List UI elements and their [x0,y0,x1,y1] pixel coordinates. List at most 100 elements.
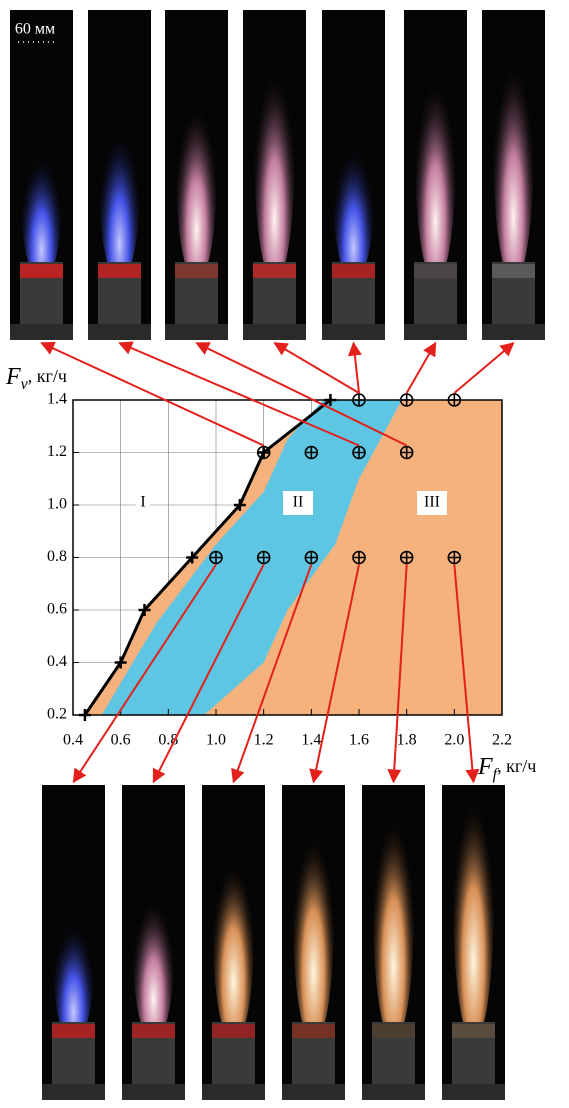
photo [10,10,73,340]
boundary-marker [138,604,151,616]
arrow [387,564,408,784]
region-label: II [293,494,304,511]
boundary-marker [324,394,337,406]
arrow [72,563,217,784]
region-label: I [140,494,145,511]
y-tick-label: 0.6 [47,601,67,618]
arrow [453,342,515,394]
photo [442,772,505,1100]
burner-base [202,1084,265,1100]
y-tick-label: 1.0 [47,496,67,513]
photo [202,785,265,1100]
flame [213,842,254,1042]
burner-base [322,324,385,340]
plot: 0.4 0.6 0.8 1.0 1.2 1.4 1.6 1.8 2.0 2.20.20.40.60… [5,364,536,783]
test-point [209,550,223,565]
axis-symbol: F [477,754,493,780]
photo [362,785,425,1100]
x-tick-label: 2.2 [492,732,512,749]
flame [254,32,295,282]
x-tick-label: 1.2 [254,732,274,749]
test-point [304,445,319,460]
burner-base [442,1084,505,1100]
burner-base [404,324,467,340]
photo [88,10,151,340]
burner-glow [452,1024,495,1038]
photo [482,10,545,340]
burner-base [10,324,73,340]
burner-base [165,324,228,340]
test-point [352,550,366,565]
burner-glow [52,1024,95,1038]
burner-base [282,1084,345,1100]
flame [133,872,174,1042]
flame [373,792,414,1042]
test-point [352,445,366,460]
arrow [40,341,265,447]
axis-unit: , кг/ч [497,756,536,776]
burner-glow [132,1024,175,1038]
photo [243,10,306,340]
y-tick-label: 1.2 [47,443,67,460]
region-label-box [283,491,313,515]
test-point [399,393,414,407]
arrow [231,564,313,784]
burner-base [362,1084,425,1100]
test-point [399,445,414,460]
y-tick-label: 0.8 [47,548,67,565]
axis-label: Ff, кг/ч [477,754,536,783]
arrow [152,564,265,784]
arrow [309,564,360,784]
y-tick-label: 0.2 [47,706,67,723]
burner-base [243,324,306,340]
burner-base [88,324,151,340]
flame [493,22,534,282]
boundary-marker [186,551,199,564]
region-label: III [424,494,440,511]
region [101,400,402,715]
photo [322,10,385,340]
boundary-marker [114,656,127,669]
test-point [256,445,271,460]
photos: 60 мм [10,10,545,1100]
test-point [447,393,462,407]
x-tick-label: 1.6 [349,732,369,749]
photo [404,10,467,340]
boundary-marker [78,709,91,721]
axis-subscript: v [21,376,29,393]
burner-glow [175,264,218,278]
arrow [273,342,360,394]
boundary-marker [233,499,246,511]
y-tick-label: 0.4 [47,653,67,670]
arrow [347,341,362,394]
axis-symbol: F [5,364,21,390]
burner-glow [492,264,535,278]
burner-base [482,324,545,340]
test-point [304,550,319,565]
burner-glow [212,1024,255,1038]
axis-label: Fv, кг/ч [5,364,67,393]
x-tick-label: 1.0 [206,732,226,749]
arrows [40,341,515,784]
x-tick-label: 1.4 [301,732,321,749]
burner-glow [253,264,296,278]
flame [415,42,456,282]
scale-bar-label: 60 мм [15,21,55,38]
burner-glow [292,1024,335,1038]
burner-glow [20,264,63,278]
photo [165,10,228,340]
photo [122,785,185,1100]
flame [176,72,217,282]
flame [453,772,494,1042]
test-point [447,550,462,565]
x-tick-label: 0.6 [111,732,131,749]
photo [282,785,345,1100]
arrow [195,342,408,447]
x-tick-label: 2.0 [444,732,464,749]
burner-glow [372,1024,415,1038]
region-label-box [136,491,150,515]
burner-base [122,1084,185,1100]
x-tick-label: 0.4 [63,732,83,749]
arrow [405,341,437,394]
